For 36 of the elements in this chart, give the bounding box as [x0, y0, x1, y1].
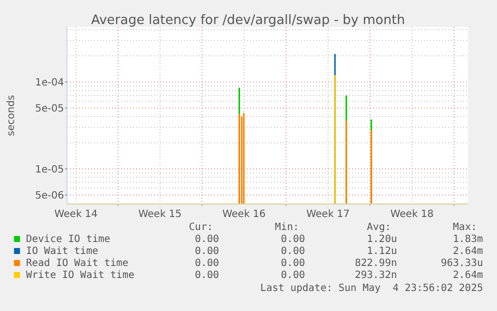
text: 0.00 [280, 234, 305, 245]
text: 0.00 [194, 270, 219, 281]
x-tick-label: Week 14 [54, 209, 98, 220]
y-axis-title: seconds [6, 95, 17, 136]
text: 0.00 [194, 234, 219, 245]
y-tick-label: 1e-05 [35, 164, 64, 176]
text: 1.83m [452, 234, 483, 245]
x-tick-label: Week 15 [138, 209, 182, 220]
legend-label: IO Wait time [26, 246, 98, 257]
text: 1.12u [366, 246, 397, 257]
y-tick-label: 5e-05 [35, 104, 64, 115]
text: 0.00 [194, 258, 219, 269]
text: 293.32n [354, 270, 397, 281]
legend-label: Device IO time [26, 234, 110, 245]
text: 963.33u [440, 258, 483, 269]
y-tick-label: 1e-04 [35, 77, 64, 88]
legend-label: Write IO Wait time [26, 270, 134, 281]
x-tick-label: Week 16 [222, 209, 266, 220]
text: 2.64m [452, 270, 483, 281]
x-tick-label: Week 17 [306, 209, 350, 220]
text: 0.00 [280, 258, 305, 269]
text: 0.00 [194, 246, 219, 257]
chart-title: Average latency for /dev/argall/swap - by month [91, 13, 405, 28]
text: 822.99n [354, 258, 397, 269]
text: 0.00 [280, 270, 305, 281]
text: 1.20u [366, 234, 397, 245]
legend-label: Read IO Wait time [26, 258, 128, 269]
x-tick-label: Week 18 [390, 209, 434, 220]
text: 0.00 [280, 246, 305, 257]
text: Min: [274, 222, 299, 233]
text: 2.64m [452, 246, 483, 257]
y-tick-label: 5e-06 [35, 190, 64, 202]
text: Avg: [366, 222, 391, 233]
text: Max: [452, 222, 477, 233]
text: Cur: [188, 222, 213, 233]
text: Last update: Sun May 4 23:56:02 2025 [260, 283, 483, 294]
